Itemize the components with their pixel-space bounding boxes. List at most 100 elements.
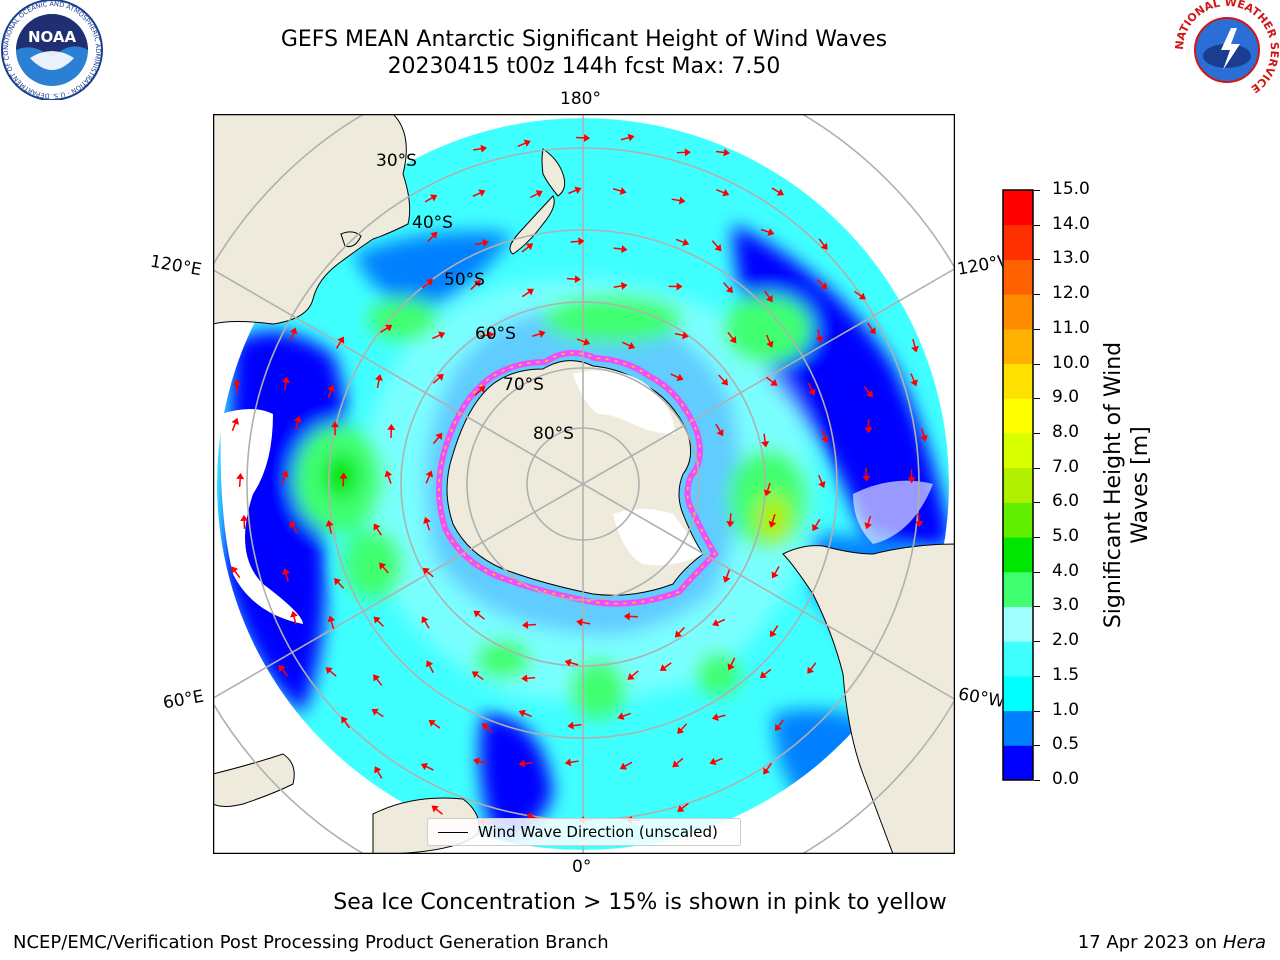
wave-direction-arrow [761,433,770,448]
wave-direction-arrow [726,513,735,528]
lat-label-40s: 40°S [412,213,453,233]
wave-direction-arrow [420,762,434,771]
wave-direction-arrow [567,721,582,730]
colorbar-tick-label: 10.0 [1052,352,1090,373]
wave-direction-arrow [387,423,396,438]
colorbar-tick-label: 7.0 [1052,456,1080,477]
wave-direction-arrow [529,190,543,199]
wave-direction-arrow [812,518,821,532]
colorbar-tick-label: 13.0 [1052,248,1090,269]
colorbar-swatch [1003,363,1033,399]
wave-direction-arrow [864,515,872,530]
lon-label-60w: 60°W [956,684,1004,712]
wave-direction-arrow [911,338,919,353]
wave-direction-arrow [709,757,723,766]
wave-direction-arrow [863,386,873,398]
wave-direction-arrow [290,610,298,625]
colorbar-swatch [1003,224,1033,260]
wave-direction-arrow [232,379,241,394]
wave-direction-arrow [427,231,438,243]
colorbar-tick-label: 1.5 [1052,664,1080,685]
colorbar-tick-label: 5.0 [1052,526,1080,547]
colorbar-swatch [1003,571,1033,607]
chart-subtitle: 20230415 t00z 144h fcst Max: 7.50 [387,54,781,79]
wave-direction-arrow [472,189,486,198]
wave-direction-arrow [672,757,684,768]
colorbar-swatch [1003,537,1033,573]
colorbar-tick-mark [1034,745,1040,747]
wave-direction-arrow [432,373,444,384]
wave-direction-arrow [764,290,773,303]
wave-direction-arrow [481,723,493,733]
wave-direction-arrow [325,519,334,534]
legend-label: Wind Wave Direction (unscaled) [478,823,718,841]
colorbar-tick-label: 2.0 [1052,630,1080,651]
wave-direction-arrow [920,428,928,442]
colorbar-tick-mark [1034,502,1040,504]
wave-direction-arrow [518,759,533,768]
wave-direction-arrow [521,288,534,298]
colorbar-tick-label: 14.0 [1052,213,1090,234]
wave-direction-arrow [866,322,876,335]
wave-direction-arrow [854,290,866,300]
map-legend: Wind Wave Direction (unscaled) [427,818,741,846]
lon-label-60e: 60°E [161,686,206,714]
wave-direction-arrow [617,712,631,720]
wave-direction-arrow [470,280,482,290]
wave-direction-arrow [576,338,591,346]
wave-direction-arrow [723,282,733,294]
wave-direction-arrow [373,523,382,536]
wave-direction-arrow [373,616,384,627]
wave-direction-arrow [613,245,628,254]
wave-direction-arrow [473,757,487,766]
wave-direction-arrow [576,618,591,627]
colorbar-swatch [1003,190,1033,226]
wave-direction-arrow [674,331,689,340]
wave-direction-arrow [236,473,245,488]
wave-direction-arrow [907,469,916,484]
footer-org: NCEP/EMC/Verification Post Processing Pr… [13,932,609,953]
wave-direction-arrow [715,148,730,157]
wave-direction-arrow [677,802,689,812]
wave-direction-arrow [914,513,923,528]
wave-direction-arrow [765,334,774,348]
wave-direction-arrow [759,668,772,679]
colorbar-tick-mark [1034,606,1040,608]
wave-direction-arrow [240,514,249,529]
colorbar-tick-mark [1034,571,1040,573]
colorbar-tick-label: 9.0 [1052,387,1080,408]
colorbar-swatch [1003,745,1033,781]
colorbar-swatch [1003,259,1033,295]
colorbar-tick-mark [1034,398,1040,400]
wave-direction-arrow [425,660,434,673]
wave-direction-arrow [339,472,348,487]
colorbar-tick-label: 12.0 [1052,283,1090,304]
colorbar-swatch [1003,675,1033,712]
wave-direction-arrow [659,662,672,671]
wave-direction-arrow [718,374,729,386]
wave-direction-arrow [432,432,443,445]
colorbar-tick-mark [1034,675,1040,677]
wave-direction-arrow [771,187,784,196]
lat-label-30s: 30°S [376,151,417,171]
wave-direction-arrow [380,324,393,333]
wave-direction-arrow [807,382,816,396]
chart-title: GEFS MEAN Antarctic Significant Height o… [280,27,888,52]
wave-direction-arrow [293,415,302,430]
colorbar-tick-mark [1034,259,1040,261]
footer-date-text: 17 Apr 2023 on [1077,932,1223,953]
colorbar-swatch [1003,710,1033,746]
wave-direction-arrow [821,429,829,444]
colorbar-tick-label: 11.0 [1052,317,1090,338]
wave-direction-arrow [674,626,686,638]
colorbar-tick-label: 4.0 [1052,560,1080,581]
wave-direction-arrow [231,566,241,579]
wave-direction-arrow [769,625,779,638]
wave-direction-arrow [521,674,536,683]
wave-direction-arrow [517,139,531,148]
colorbar-swatch [1003,467,1033,503]
wave-direction-arrow [432,331,446,340]
wave-direction-arrow [521,243,534,253]
wave-direction-arrow [431,805,443,815]
colorbar-tick-mark [1034,224,1040,226]
